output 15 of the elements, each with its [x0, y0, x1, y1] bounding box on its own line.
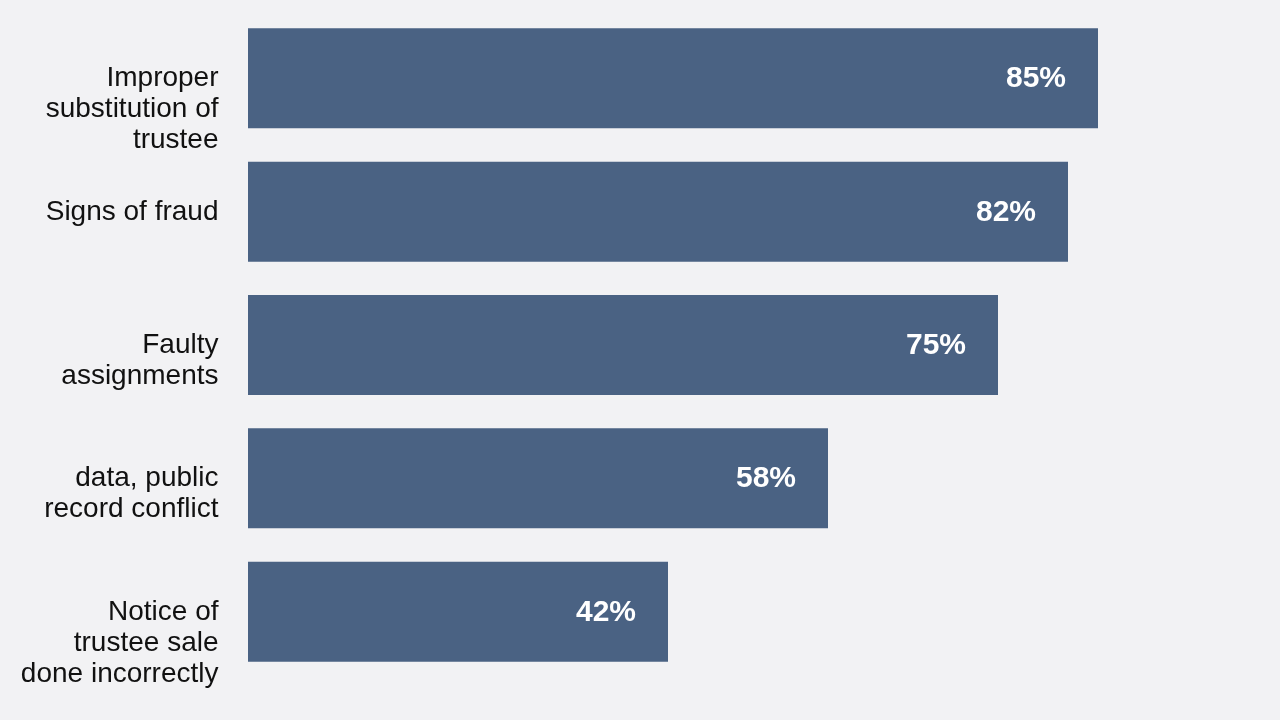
bar	[248, 28, 1098, 129]
bar	[248, 561, 668, 662]
bar	[248, 295, 998, 395]
y-tick-label: data, public record conflict	[44, 461, 219, 524]
data-label: 82%	[975, 193, 1036, 227]
data-label: 42%	[575, 593, 636, 627]
y-tick-label: Signs of fraud	[45, 194, 219, 226]
y-tick-label: Improper substitution of trustee	[45, 61, 219, 155]
data-label: 85%	[1005, 60, 1066, 94]
bar	[248, 161, 1068, 262]
data-label: 75%	[905, 327, 966, 360]
y-tick-label: Faulty assignments	[61, 328, 219, 390]
bar	[248, 428, 828, 529]
y-tick-label: Notice of trustee sale done incorrectly	[20, 594, 219, 688]
data-label: 58%	[735, 460, 796, 494]
